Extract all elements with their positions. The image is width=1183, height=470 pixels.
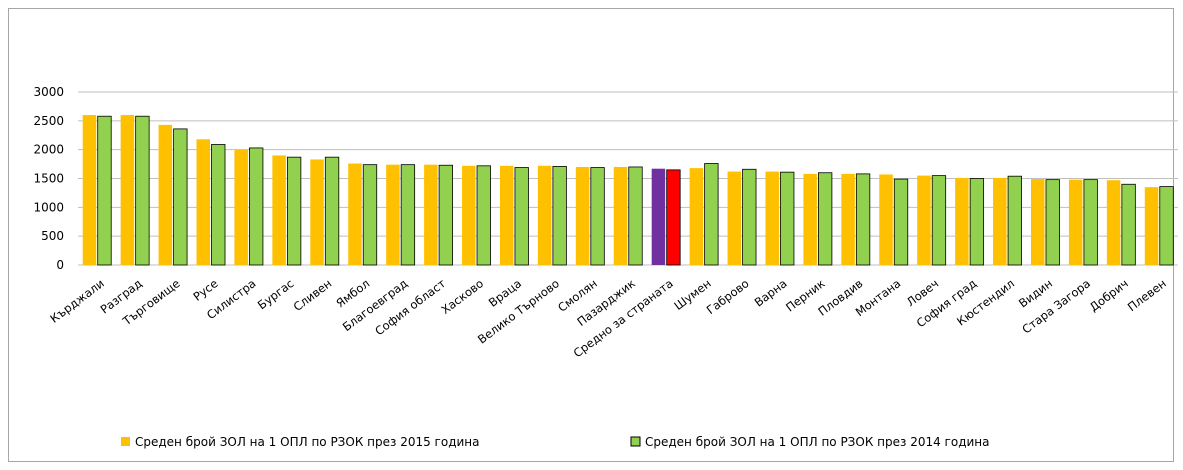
bar-2014	[1121, 183, 1136, 266]
bar-2015	[689, 168, 704, 265]
bar-2015	[1144, 187, 1159, 265]
y-tick-label: 1000	[33, 200, 64, 214]
bar-2015	[424, 164, 438, 265]
x-tick-label: Стара Загора	[1019, 276, 1093, 336]
bar-2014	[628, 166, 643, 266]
bar-2015	[234, 149, 248, 265]
bar-2015	[917, 175, 931, 265]
bar-2014	[400, 164, 416, 266]
bar-2014	[590, 167, 605, 266]
bar-2014	[1083, 179, 1098, 266]
y-tick-label: 1500	[33, 172, 64, 186]
bar-2015	[120, 115, 135, 265]
bar-2015	[1030, 179, 1045, 265]
x-tick-label: Плевен	[1125, 276, 1169, 314]
x-tick-label: Сливен	[291, 276, 335, 314]
y-tick-label: 2000	[33, 143, 64, 157]
bar-2015	[765, 171, 779, 265]
bar-2015	[955, 177, 969, 265]
bar-2015	[272, 155, 286, 265]
bar-2014	[969, 178, 985, 266]
bar-2014	[173, 128, 188, 266]
bar-2014	[666, 169, 681, 266]
bar-2014	[476, 165, 491, 266]
bar-2014	[1045, 179, 1060, 266]
bar-2014	[211, 144, 226, 266]
bar-2015	[499, 165, 514, 265]
bar-2015	[1106, 180, 1121, 265]
bar-2015	[841, 173, 855, 265]
bar-2014	[97, 115, 112, 266]
bar-2015	[348, 163, 362, 265]
legend-label: Среден брой ЗОЛ на 1 ОПЛ по РЗОК през 20…	[645, 435, 989, 449]
bar-2014	[780, 171, 795, 266]
bar-2015	[1068, 179, 1083, 265]
bar-2014	[362, 164, 378, 266]
bar-2015	[613, 166, 628, 265]
x-tick-label: Бургас	[255, 276, 297, 312]
x-tick-label: Габрово	[704, 276, 752, 317]
bar-2014	[931, 175, 947, 266]
bar-2015	[462, 165, 476, 265]
bar-2014	[742, 168, 757, 266]
bar-2015	[158, 124, 173, 266]
y-tick-label: 500	[41, 229, 64, 243]
bar-2015	[575, 166, 590, 265]
bar-2014	[818, 172, 833, 266]
bar-2015	[993, 177, 1007, 265]
legend-swatch	[630, 436, 641, 447]
bar-2014	[135, 115, 150, 266]
legend-label: Среден брой ЗОЛ на 1 ОПЛ по РЗОК през 20…	[135, 435, 479, 449]
bar-2015	[537, 165, 552, 265]
x-tick-label: Русе	[190, 276, 220, 304]
y-tick-label: 0	[56, 258, 64, 272]
x-tick-label: Хасково	[438, 276, 486, 317]
bar-2014	[855, 173, 871, 266]
bar-2015	[651, 168, 666, 265]
bar-2014	[1159, 186, 1174, 266]
bar-2015	[727, 171, 742, 265]
bar-2014	[552, 165, 567, 266]
bar-2015	[879, 174, 893, 265]
bar-2014	[324, 156, 340, 266]
bar-2014	[286, 156, 302, 266]
bar-2015	[803, 173, 817, 265]
bar-2015	[196, 139, 211, 265]
y-tick-label: 2500	[33, 114, 64, 128]
bar-2014	[704, 163, 719, 266]
bar-2014	[514, 167, 529, 266]
x-tick-label: Кърджали	[47, 276, 106, 326]
bar-2014	[438, 164, 453, 266]
bar-2014	[893, 178, 909, 266]
bar-2015	[386, 164, 400, 265]
x-tick-label: Добрич	[1087, 276, 1131, 314]
legend-swatch	[121, 437, 130, 446]
bar-2014	[249, 147, 264, 266]
bar-2015	[82, 115, 97, 265]
bar-2015	[310, 159, 324, 265]
y-tick-label: 3000	[33, 85, 64, 99]
bar-2014	[1007, 175, 1022, 266]
